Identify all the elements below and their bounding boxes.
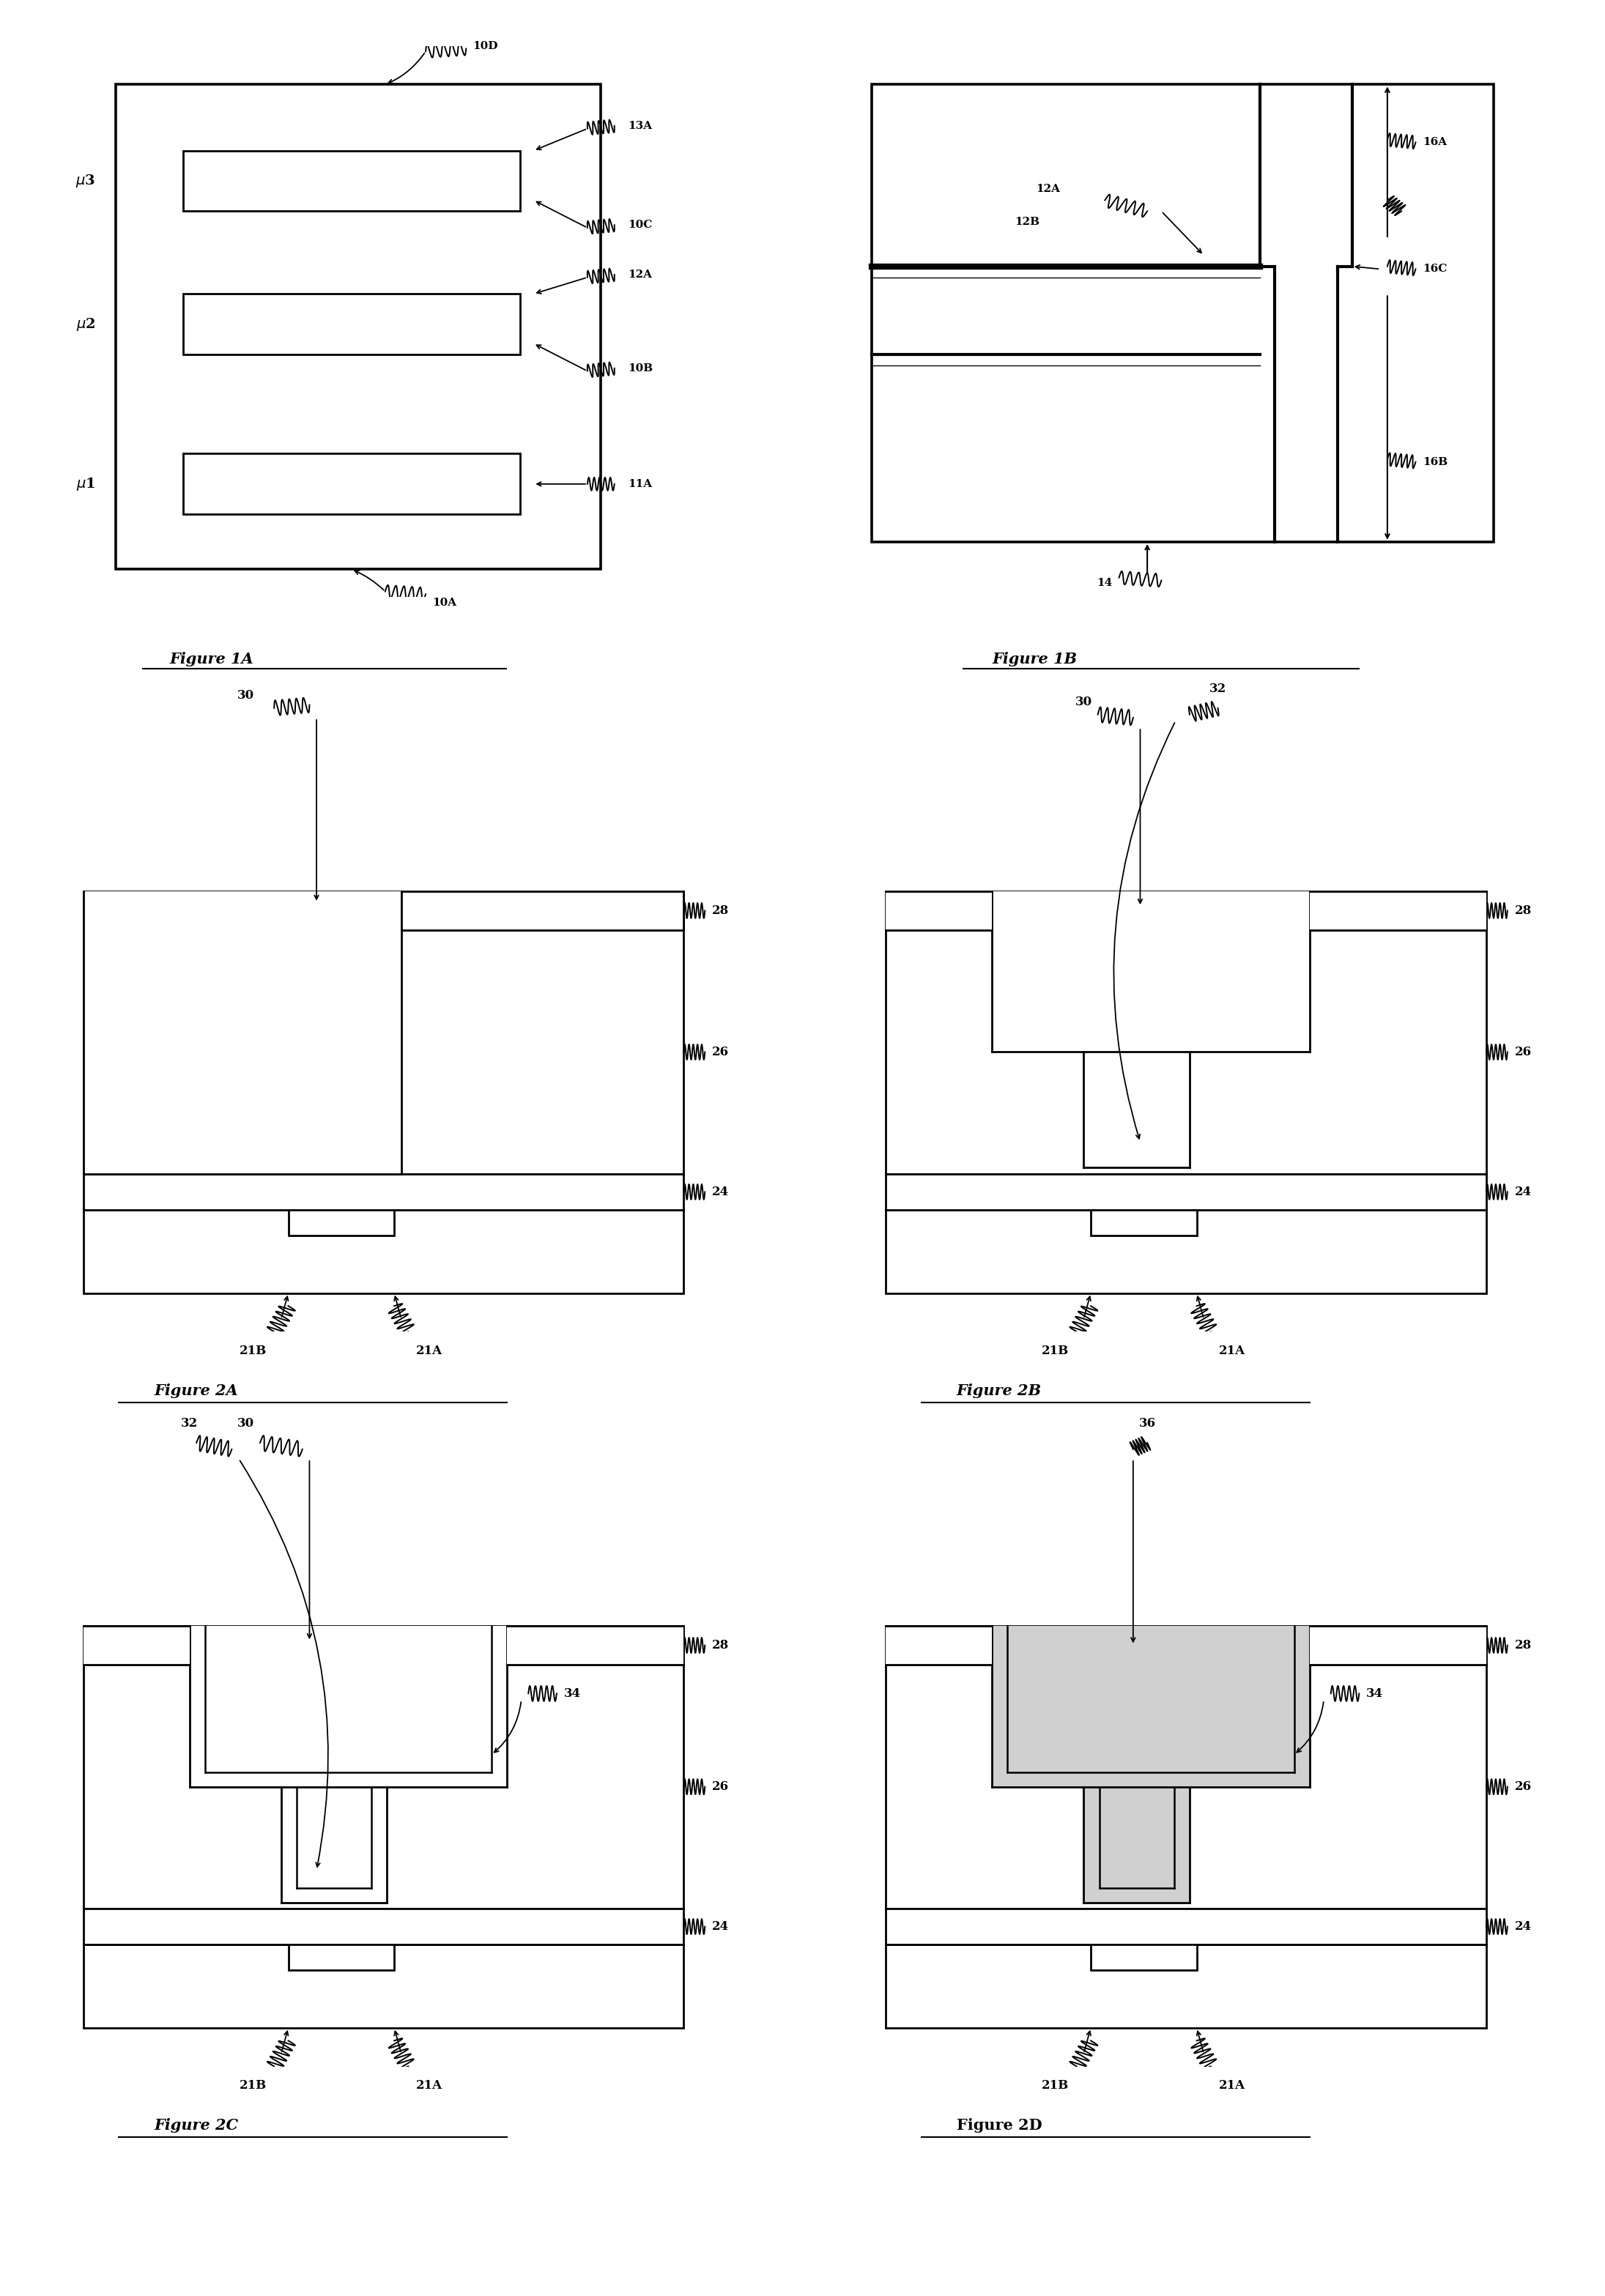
Bar: [281, 1786, 387, 1903]
Text: 32: 32: [181, 1417, 197, 1430]
Bar: [83, 891, 684, 930]
Text: Figure 1A: Figure 1A: [170, 652, 254, 666]
Bar: [992, 891, 1310, 1052]
Bar: [183, 152, 520, 211]
Bar: [289, 1931, 395, 1970]
Text: Figure 2A: Figure 2A: [154, 1382, 238, 1398]
Text: Figure 2C: Figure 2C: [154, 2117, 239, 2133]
Text: 10C: 10C: [628, 220, 652, 230]
Bar: [886, 1945, 1486, 2027]
Text: $\mu$3: $\mu$3: [75, 172, 95, 188]
Text: 21A: 21A: [1218, 2080, 1245, 2092]
Text: 32: 32: [1209, 682, 1226, 696]
Text: 21B: 21B: [1042, 2080, 1069, 2092]
Text: 10D: 10D: [473, 41, 498, 51]
Text: 14: 14: [1098, 579, 1112, 588]
Bar: [507, 1626, 684, 1665]
Bar: [83, 1173, 684, 1210]
Bar: [83, 1210, 684, 1293]
Bar: [83, 1665, 684, 1908]
Bar: [83, 1626, 684, 1665]
Text: 30: 30: [238, 1417, 254, 1430]
Text: 10B: 10B: [628, 363, 653, 374]
Text: 30: 30: [238, 689, 254, 703]
Bar: [289, 1196, 395, 1235]
Bar: [83, 1626, 189, 1665]
Bar: [1310, 1626, 1486, 1665]
Text: 24: 24: [1515, 1919, 1531, 1933]
Text: 28: 28: [1515, 905, 1531, 916]
Text: 21B: 21B: [239, 1345, 266, 1357]
Bar: [886, 891, 1486, 930]
Text: 24: 24: [1515, 1185, 1531, 1199]
Bar: [83, 891, 401, 1173]
Text: Figure 1B: Figure 1B: [992, 652, 1077, 666]
Bar: [116, 85, 600, 569]
Text: 26: 26: [713, 1779, 729, 1793]
Text: 26: 26: [713, 1045, 729, 1058]
Text: 12B: 12B: [1014, 218, 1040, 227]
Text: 11A: 11A: [628, 480, 652, 489]
Bar: [886, 930, 1486, 1173]
Text: 16B: 16B: [1422, 457, 1448, 466]
Text: 24: 24: [713, 1185, 729, 1199]
Bar: [183, 455, 520, 514]
Bar: [1091, 1196, 1197, 1235]
Text: 26: 26: [1515, 1045, 1531, 1058]
Bar: [992, 1626, 1310, 1786]
Text: 12A: 12A: [1037, 184, 1061, 195]
Text: 24: 24: [713, 1919, 729, 1933]
Text: 26: 26: [1515, 1779, 1531, 1793]
Text: 21B: 21B: [1042, 1345, 1069, 1357]
Text: 21A: 21A: [1218, 1345, 1245, 1357]
Bar: [83, 930, 684, 1173]
Text: 13A: 13A: [628, 122, 652, 131]
Text: 28: 28: [713, 905, 729, 916]
Text: 34: 34: [1366, 1688, 1384, 1699]
Text: 21B: 21B: [239, 2080, 266, 2092]
Text: Figure 2D: Figure 2D: [957, 2117, 1042, 2133]
Text: 10A: 10A: [432, 597, 457, 608]
Text: 21A: 21A: [416, 2080, 443, 2092]
Text: 30: 30: [1075, 696, 1091, 707]
Bar: [83, 1945, 684, 2027]
Bar: [83, 1908, 684, 1945]
Bar: [872, 85, 1493, 542]
Bar: [1310, 891, 1486, 930]
Bar: [886, 1626, 1486, 1665]
Text: 36: 36: [1140, 1417, 1156, 1430]
Text: 28: 28: [1515, 1639, 1531, 1651]
Bar: [1083, 1786, 1189, 1903]
Text: 16A: 16A: [1422, 138, 1448, 147]
Text: $\mu$2: $\mu$2: [75, 317, 95, 333]
Text: $\mu$1: $\mu$1: [75, 475, 95, 491]
Bar: [401, 891, 684, 930]
Text: 16C: 16C: [1422, 264, 1448, 273]
Bar: [183, 294, 520, 354]
Text: 28: 28: [713, 1639, 729, 1651]
Text: 21A: 21A: [416, 1345, 443, 1357]
Text: 12A: 12A: [628, 269, 652, 280]
Bar: [886, 1665, 1486, 1908]
Bar: [886, 1626, 992, 1665]
Bar: [886, 1210, 1486, 1293]
Bar: [886, 1908, 1486, 1945]
Bar: [886, 1173, 1486, 1210]
Text: Figure 2B: Figure 2B: [957, 1382, 1042, 1398]
Bar: [1083, 1052, 1189, 1169]
Bar: [886, 891, 992, 930]
Bar: [1091, 1931, 1197, 1970]
Bar: [189, 1626, 507, 1786]
Text: 34: 34: [563, 1688, 581, 1699]
